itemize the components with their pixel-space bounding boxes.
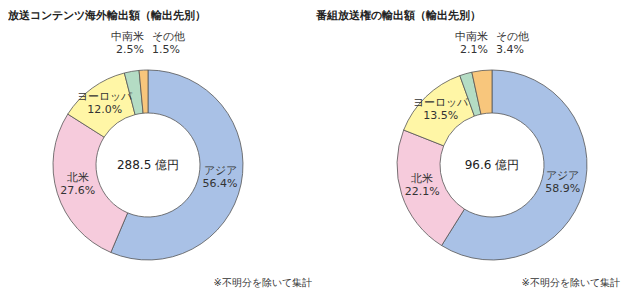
- svg-text:中南米2.1%: 中南米2.1%: [455, 30, 488, 56]
- html-text:放送コンテンツ海外輸出額（輸出先別）: 放送コンテンツ海外輸出額（輸出先別）: [8, 9, 206, 22]
- svg-text:アジア58.9%: アジア58.9%: [545, 169, 580, 195]
- svg-text:ヨーロッパ12.0%: ヨーロッパ12.0%: [77, 90, 133, 116]
- svg-text:北米22.1%: 北米22.1%: [405, 172, 440, 198]
- html-text:96.6 億円: 96.6 億円: [464, 158, 520, 172]
- html-text:番組放送権の輸出額（輸出先別）: 番組放送権の輸出額（輸出先別）: [316, 9, 481, 22]
- svg-text:その他3.4%: その他3.4%: [496, 30, 529, 56]
- svg-text:その他1.5%: その他1.5%: [152, 30, 185, 56]
- svg-text:北米27.6%: 北米27.6%: [60, 171, 95, 197]
- svg-text:アジア56.4%: アジア56.4%: [203, 164, 238, 190]
- svg-text:中南米2.5%: 中南米2.5%: [111, 30, 144, 56]
- html-text:※不明分を除いて集計: ※不明分を除いて集計: [213, 277, 312, 288]
- svg-text:ヨーロッパ13.5%: ヨーロッパ13.5%: [413, 96, 469, 122]
- html-text:※不明分を除いて集計: ※不明分を除いて集計: [521, 277, 620, 288]
- html-text:288.5 億円: 288.5 億円: [116, 158, 180, 172]
